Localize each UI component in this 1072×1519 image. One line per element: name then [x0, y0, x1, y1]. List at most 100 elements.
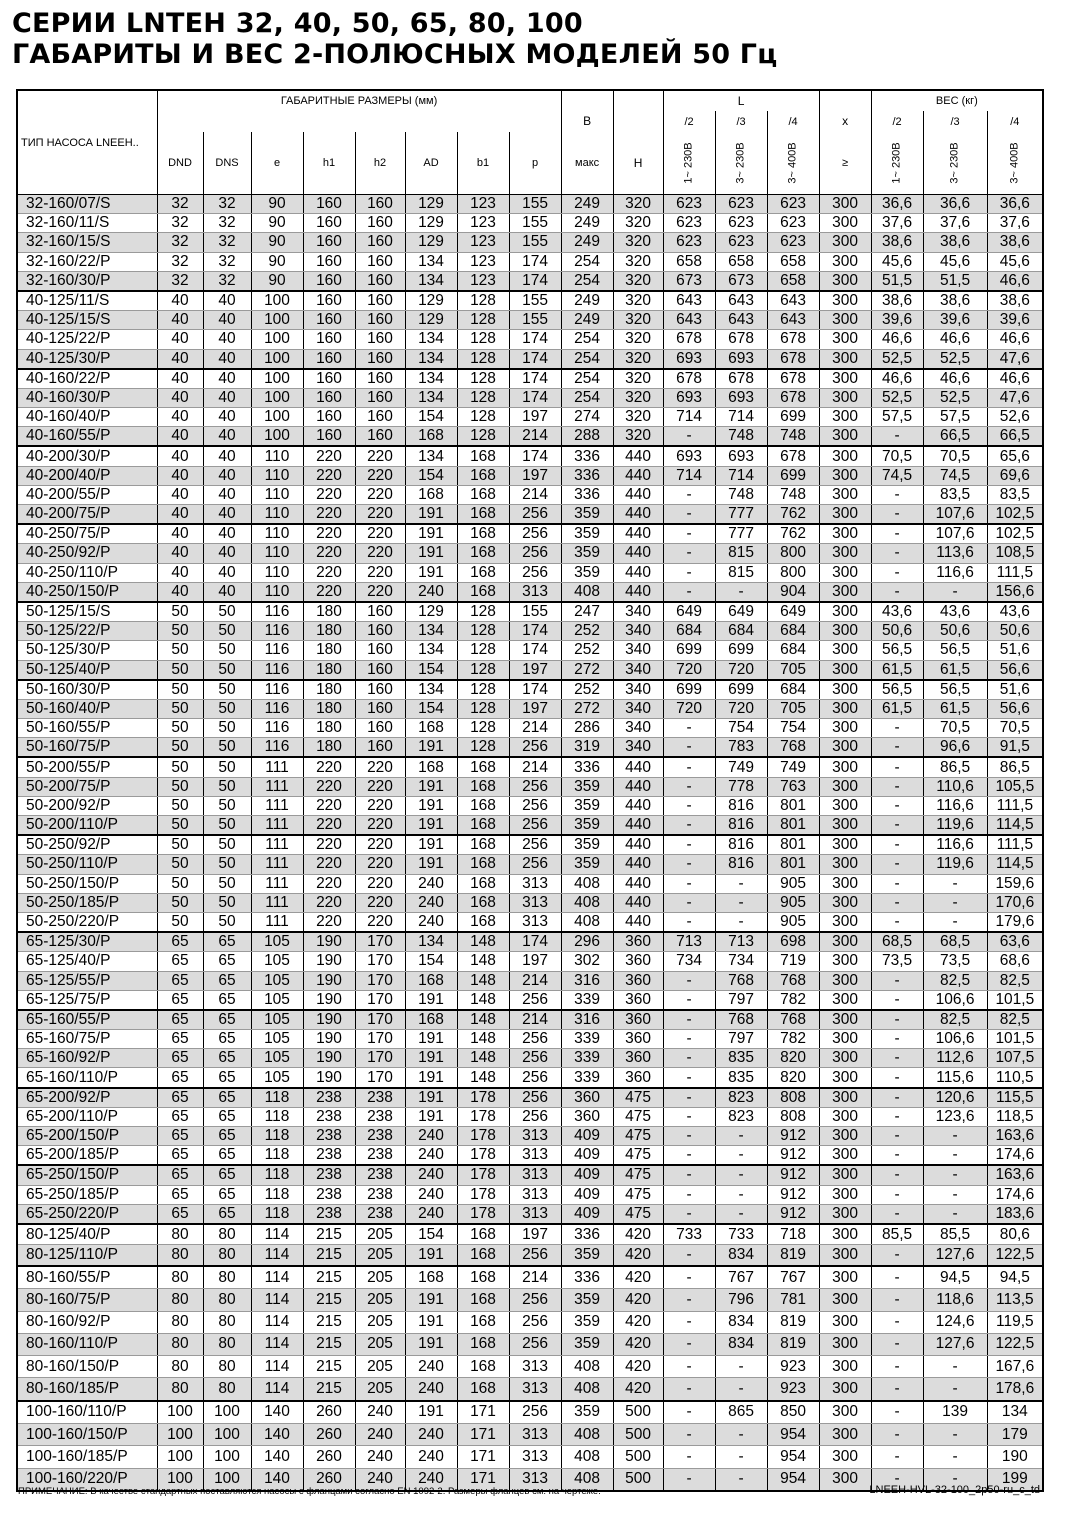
value-cell: -: [662, 777, 716, 797]
value-cell: -: [662, 1086, 716, 1108]
value-cell: -: [662, 990, 716, 1011]
value-cell: 440: [612, 543, 664, 564]
value-cell: 316: [560, 1008, 614, 1031]
value-cell: 256: [508, 737, 562, 758]
pump-type-cell: 80-125/110/P: [16, 1244, 157, 1267]
value-cell: 684: [714, 621, 768, 642]
value-cell: 249: [560, 289, 614, 312]
pump-type-cell: 40-200/30/P: [16, 445, 157, 467]
value-cell: -: [714, 874, 768, 894]
value-cell: 360: [612, 990, 664, 1011]
value-cell: 65: [156, 1185, 203, 1205]
value-cell: 174: [508, 329, 562, 350]
value-cell: 100: [250, 289, 303, 312]
value-cell: 106,6: [922, 990, 988, 1011]
value-cell: 50: [156, 777, 203, 797]
value-cell: 65: [156, 1107, 203, 1128]
value-cell: 50: [202, 893, 251, 913]
value-cell: 61,5: [922, 699, 988, 720]
value-cell: 174: [508, 931, 562, 953]
value-cell: 123: [456, 252, 509, 272]
table-row: 50-125/15/S 50 50 116 180 160 129 128 155 247 340 6…: [16, 600, 1044, 623]
volt-label: 3~ 400В: [787, 142, 800, 184]
value-cell: 128: [456, 310, 509, 331]
value-cell: 748: [766, 426, 820, 447]
table-row: 40-160/55/P 40 40 100 160 160 168 128 214 288 320-…: [16, 426, 1044, 447]
value-cell: 191: [404, 1067, 457, 1089]
value-cell: -: [662, 912, 716, 933]
value-cell: 313: [508, 893, 562, 913]
value-cell: 168: [456, 1264, 509, 1290]
value-cell: 100: [250, 329, 303, 350]
value-cell: 240: [354, 1423, 405, 1447]
value-cell: 160: [354, 388, 405, 409]
header-e: e: [250, 132, 303, 195]
value-cell: 912: [766, 1185, 820, 1205]
value-cell: 111: [250, 834, 303, 856]
value-cell: 50: [202, 718, 251, 739]
value-cell: 107,5: [986, 1048, 1044, 1069]
value-cell: 134: [404, 640, 457, 661]
value-cell: 191: [404, 1333, 457, 1357]
value-cell: 148: [456, 971, 509, 991]
value-cell: 65: [156, 1008, 203, 1031]
value-cell: 440: [612, 777, 664, 797]
value-cell: 85,5: [922, 1222, 988, 1246]
value-cell: 500: [612, 1399, 664, 1425]
value-cell: 409: [560, 1126, 614, 1147]
value-cell: 160: [354, 660, 405, 681]
value-cell: 220: [302, 523, 355, 545]
value-cell: -: [922, 912, 988, 933]
value-cell: 214: [508, 426, 562, 447]
value-cell: -: [714, 1445, 768, 1469]
value-cell: 191: [404, 1244, 457, 1267]
value-cell: 197: [508, 466, 562, 486]
value-cell: 170: [354, 990, 405, 1011]
value-cell: 40: [202, 367, 251, 389]
value-cell: 254: [560, 271, 614, 292]
value-cell: 191: [404, 796, 457, 817]
value-cell: 705: [766, 699, 820, 720]
value-cell: 180: [302, 621, 355, 642]
value-cell: 300: [818, 466, 872, 486]
value-cell: 320: [612, 329, 664, 350]
value-cell: 32: [202, 213, 251, 234]
value-cell: 100: [250, 367, 303, 389]
value-cell: 300: [818, 523, 872, 545]
value-cell: 699: [714, 678, 768, 700]
value-cell: 240: [404, 1185, 457, 1205]
value-cell: 300: [818, 1311, 872, 1334]
table-row: 65-125/40/P 65 65 105 190 170 154 148 197 302 360 7…: [16, 951, 1044, 972]
value-cell: 300: [818, 1086, 872, 1108]
value-cell: 190: [302, 990, 355, 1011]
value-cell: 215: [302, 1377, 355, 1402]
value-cell: 623: [766, 232, 820, 253]
value-cell: 767: [714, 1264, 768, 1290]
value-cell: 39,6: [922, 310, 988, 331]
value-cell: 778: [714, 777, 768, 797]
value-cell: 440: [612, 854, 664, 875]
value-cell: 190: [302, 1048, 355, 1069]
value-cell: 254: [560, 367, 614, 389]
value-cell: 754: [714, 718, 768, 739]
value-cell: 238: [354, 1145, 405, 1166]
pump-type-cell: 40-125/11/S: [16, 289, 157, 312]
table-row: 50-160/30/P 50 50 116 180 160 134 128 174 252 340 6…: [16, 678, 1044, 700]
value-cell: 440: [612, 912, 664, 933]
value-cell: 50: [156, 834, 203, 856]
value-cell: 220: [354, 543, 405, 564]
value-cell: 100: [250, 407, 303, 428]
value-cell: 128: [456, 699, 509, 720]
value-cell: 777: [714, 504, 768, 525]
value-cell: 111: [250, 912, 303, 933]
value-cell: 191: [404, 854, 457, 875]
value-cell: 923: [766, 1355, 820, 1379]
value-cell: 65: [156, 990, 203, 1011]
pump-type-cell: 40-160/55/P: [16, 426, 157, 447]
value-cell: 300: [818, 1468, 872, 1492]
value-cell: 238: [354, 1126, 405, 1147]
pump-type-cell: 65-200/185/P: [16, 1145, 157, 1166]
value-cell: 797: [714, 1029, 768, 1050]
value-cell: 215: [302, 1288, 355, 1312]
value-cell: 70,5: [870, 445, 924, 467]
